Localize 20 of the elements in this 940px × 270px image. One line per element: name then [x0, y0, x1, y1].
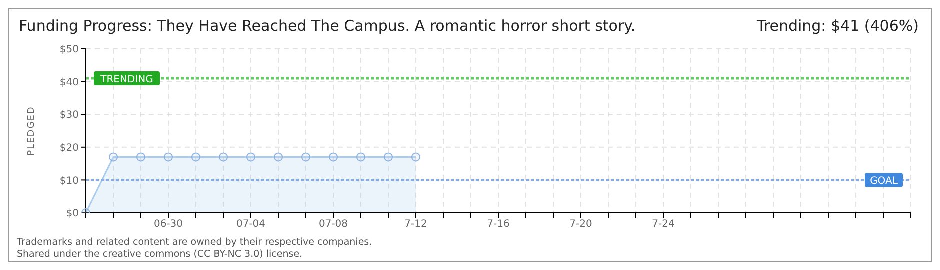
x-tick-label: 7-24: [652, 219, 675, 230]
text: Trademarks and related content are owned by their respective companies.: [17, 237, 372, 249]
y-tick-label: $30: [60, 110, 79, 122]
x-tick-label: 07-08: [318, 219, 348, 230]
x-tick-label: 06-30: [154, 219, 184, 230]
x-tick-label: 07-04: [236, 219, 266, 230]
x-tick-label: 7-12: [404, 219, 428, 230]
text: Trending: $41 (406%): [756, 17, 919, 35]
text: Shared under the creative commons (CC BY-NC 3.0) license.: [17, 249, 304, 261]
y-tick-label: $50: [60, 44, 79, 56]
x-tick-label: 7-16: [487, 219, 510, 230]
y-tick-label: $40: [60, 77, 79, 88]
y-tick-label: $0: [66, 208, 79, 220]
y-axis-title: PLEDGED: [27, 106, 38, 156]
y-tick-label: $10: [60, 176, 79, 187]
chart-title: Funding Progress: They Have Reached The Campus. A romantic horror short story.: [19, 17, 636, 35]
y-tick-label: $20: [60, 142, 79, 154]
ref-line-label: TRENDING: [100, 74, 154, 86]
x-tick-label: 7-20: [570, 219, 592, 230]
ref-line-label: GOAL: [870, 176, 898, 188]
